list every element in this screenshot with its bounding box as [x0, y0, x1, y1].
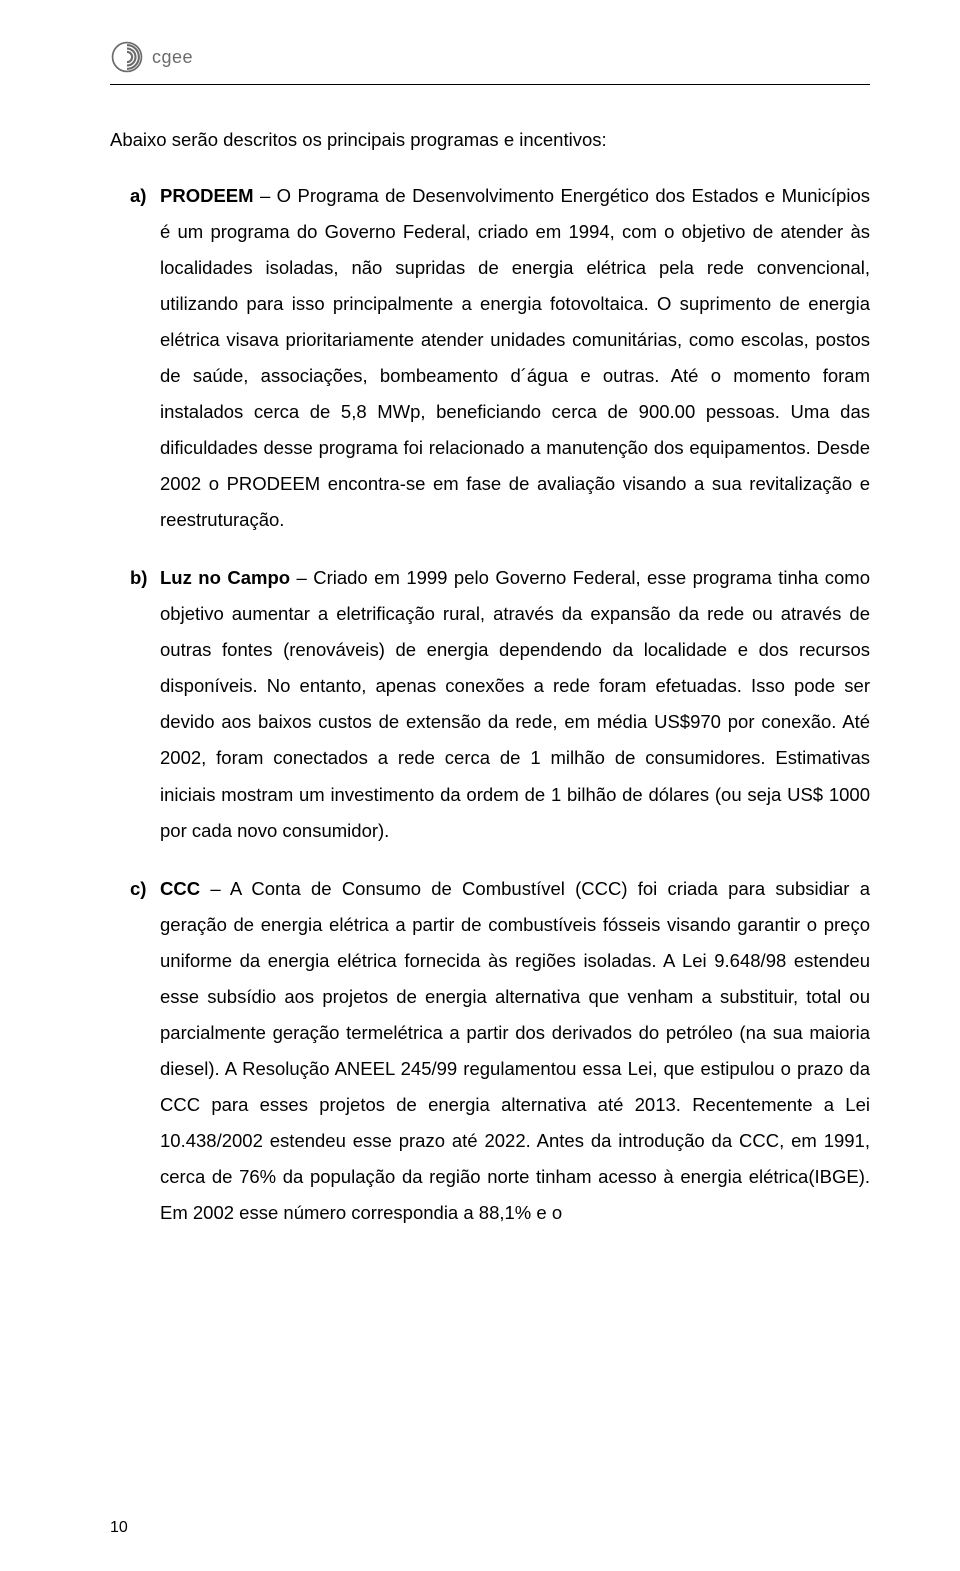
- item-title: Luz no Campo: [160, 567, 290, 588]
- item-body: – O Programa de Desenvolvimento Energéti…: [160, 185, 870, 531]
- item-body: – Criado em 1999 pelo Governo Federal, e…: [160, 567, 870, 840]
- cgee-logo-icon: [110, 40, 144, 74]
- item-body: – A Conta de Consumo de Combustível (CCC…: [160, 878, 870, 1224]
- list-marker: c): [130, 871, 146, 907]
- item-title: PRODEEM: [160, 185, 254, 206]
- logo-text: cgee: [152, 47, 193, 68]
- list-item: c) CCC – A Conta de Consumo de Combustív…: [110, 871, 870, 1232]
- item-title: CCC: [160, 878, 200, 899]
- list-item: b) Luz no Campo – Criado em 1999 pelo Go…: [110, 560, 870, 849]
- page-number: 10: [110, 1519, 128, 1537]
- header-divider: [110, 84, 870, 85]
- list-item: a) PRODEEM – O Programa de Desenvolvimen…: [110, 178, 870, 539]
- list-marker: a): [130, 178, 146, 214]
- page-header: cgee: [110, 40, 870, 74]
- list-marker: b): [130, 560, 147, 596]
- document-page: cgee Abaixo serão descritos os principai…: [0, 0, 960, 1571]
- intro-paragraph: Abaixo serão descritos os principais pro…: [110, 125, 870, 156]
